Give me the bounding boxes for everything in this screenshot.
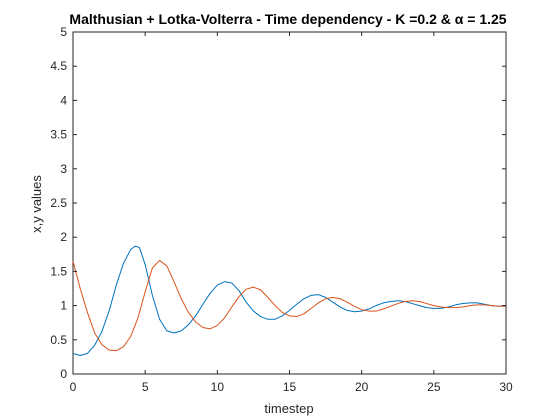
y-tick-label: 2 bbox=[60, 230, 67, 244]
y-tick-label: 5 bbox=[60, 25, 67, 39]
y-tick-label: 0.5 bbox=[50, 333, 67, 347]
series-line-1 bbox=[72, 245, 507, 357]
series-group bbox=[72, 245, 507, 357]
x-tick-label: 25 bbox=[427, 380, 441, 394]
y-tick-label: 3 bbox=[60, 162, 67, 176]
y-tick-label: 1.5 bbox=[50, 264, 67, 278]
series-line-2 bbox=[72, 259, 506, 352]
y-tick-label: 3.5 bbox=[50, 128, 67, 142]
chart-title: Malthusian + Lotka-Volterra - Time depen… bbox=[69, 11, 506, 27]
x-axis-label: timestep bbox=[264, 401, 313, 416]
x-tick-label: 15 bbox=[283, 380, 297, 394]
x-axis-ticks: 0 5 10 15 20 25 30 bbox=[70, 32, 513, 394]
x-tick-label: 20 bbox=[355, 380, 369, 394]
y-tick-label: 4 bbox=[60, 93, 67, 107]
y-axis-ticks: 0 0.5 1 1.5 2 2.5 3 3.5 4 4.5 5 bbox=[50, 25, 506, 381]
y-axis-label: x,y values bbox=[29, 175, 44, 233]
y-tick-label: 1 bbox=[60, 299, 67, 313]
x-tick-label: 10 bbox=[211, 380, 225, 394]
y-tick-label: 4.5 bbox=[50, 59, 67, 73]
x-tick-label: 5 bbox=[142, 380, 149, 394]
x-tick-label: 30 bbox=[499, 380, 513, 394]
y-tick-label: 2.5 bbox=[50, 196, 67, 210]
x-tick-label: 0 bbox=[70, 380, 77, 394]
y-tick-label: 0 bbox=[60, 367, 67, 381]
